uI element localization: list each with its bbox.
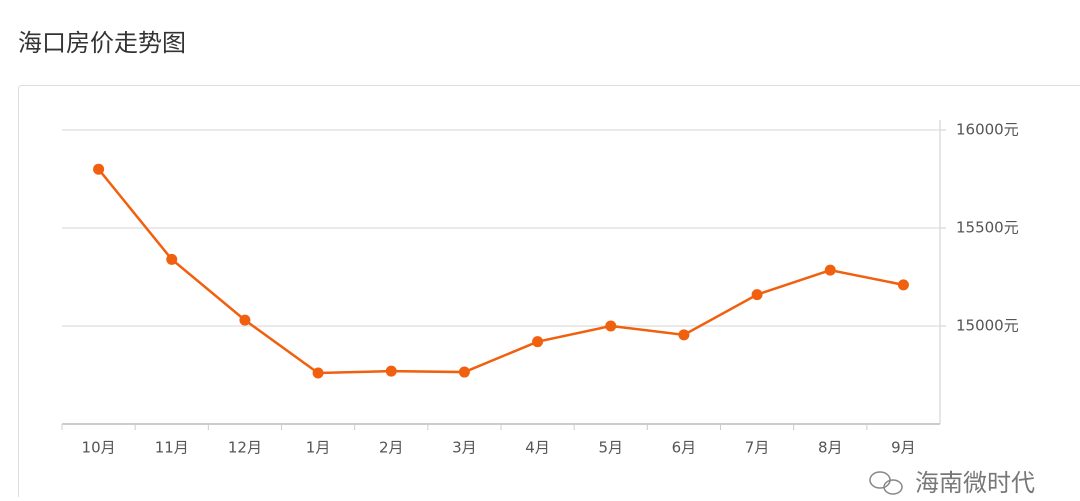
x-tick-label: 12月 xyxy=(228,439,262,457)
y-tick-label: 15000元 xyxy=(956,317,1019,335)
line xyxy=(99,169,904,373)
point xyxy=(825,265,836,276)
point xyxy=(166,254,177,265)
point xyxy=(532,336,543,347)
x-tick-label: 6月 xyxy=(672,439,697,457)
point xyxy=(386,366,397,377)
point xyxy=(752,289,763,300)
x-tick-label: 9月 xyxy=(891,439,916,457)
watermark-icon xyxy=(870,472,902,494)
point xyxy=(313,368,324,379)
point xyxy=(239,315,250,326)
watermark: 海南微时代 xyxy=(915,469,1035,497)
point xyxy=(605,321,616,332)
x-tick-label: 11月 xyxy=(155,439,189,457)
x-tick-label: 4月 xyxy=(525,439,550,457)
point xyxy=(678,329,689,340)
y-tick-label: 15500元 xyxy=(956,219,1019,237)
chart-frame xyxy=(19,86,1080,498)
x-tick-label: 10月 xyxy=(82,439,116,457)
point xyxy=(898,279,909,290)
x-tick-label: 5月 xyxy=(598,439,623,457)
x-tick-label: 1月 xyxy=(306,439,331,457)
x-tick-label: 3月 xyxy=(452,439,477,457)
y-tick-label: 16000元 xyxy=(956,121,1019,139)
x-tick-label: 7月 xyxy=(745,439,770,457)
point xyxy=(459,367,470,378)
x-tick-label: 2月 xyxy=(379,439,404,457)
x-tick-label: 8月 xyxy=(818,439,843,457)
chart-title: 海口房价走势图 xyxy=(18,29,186,57)
point xyxy=(93,164,104,175)
